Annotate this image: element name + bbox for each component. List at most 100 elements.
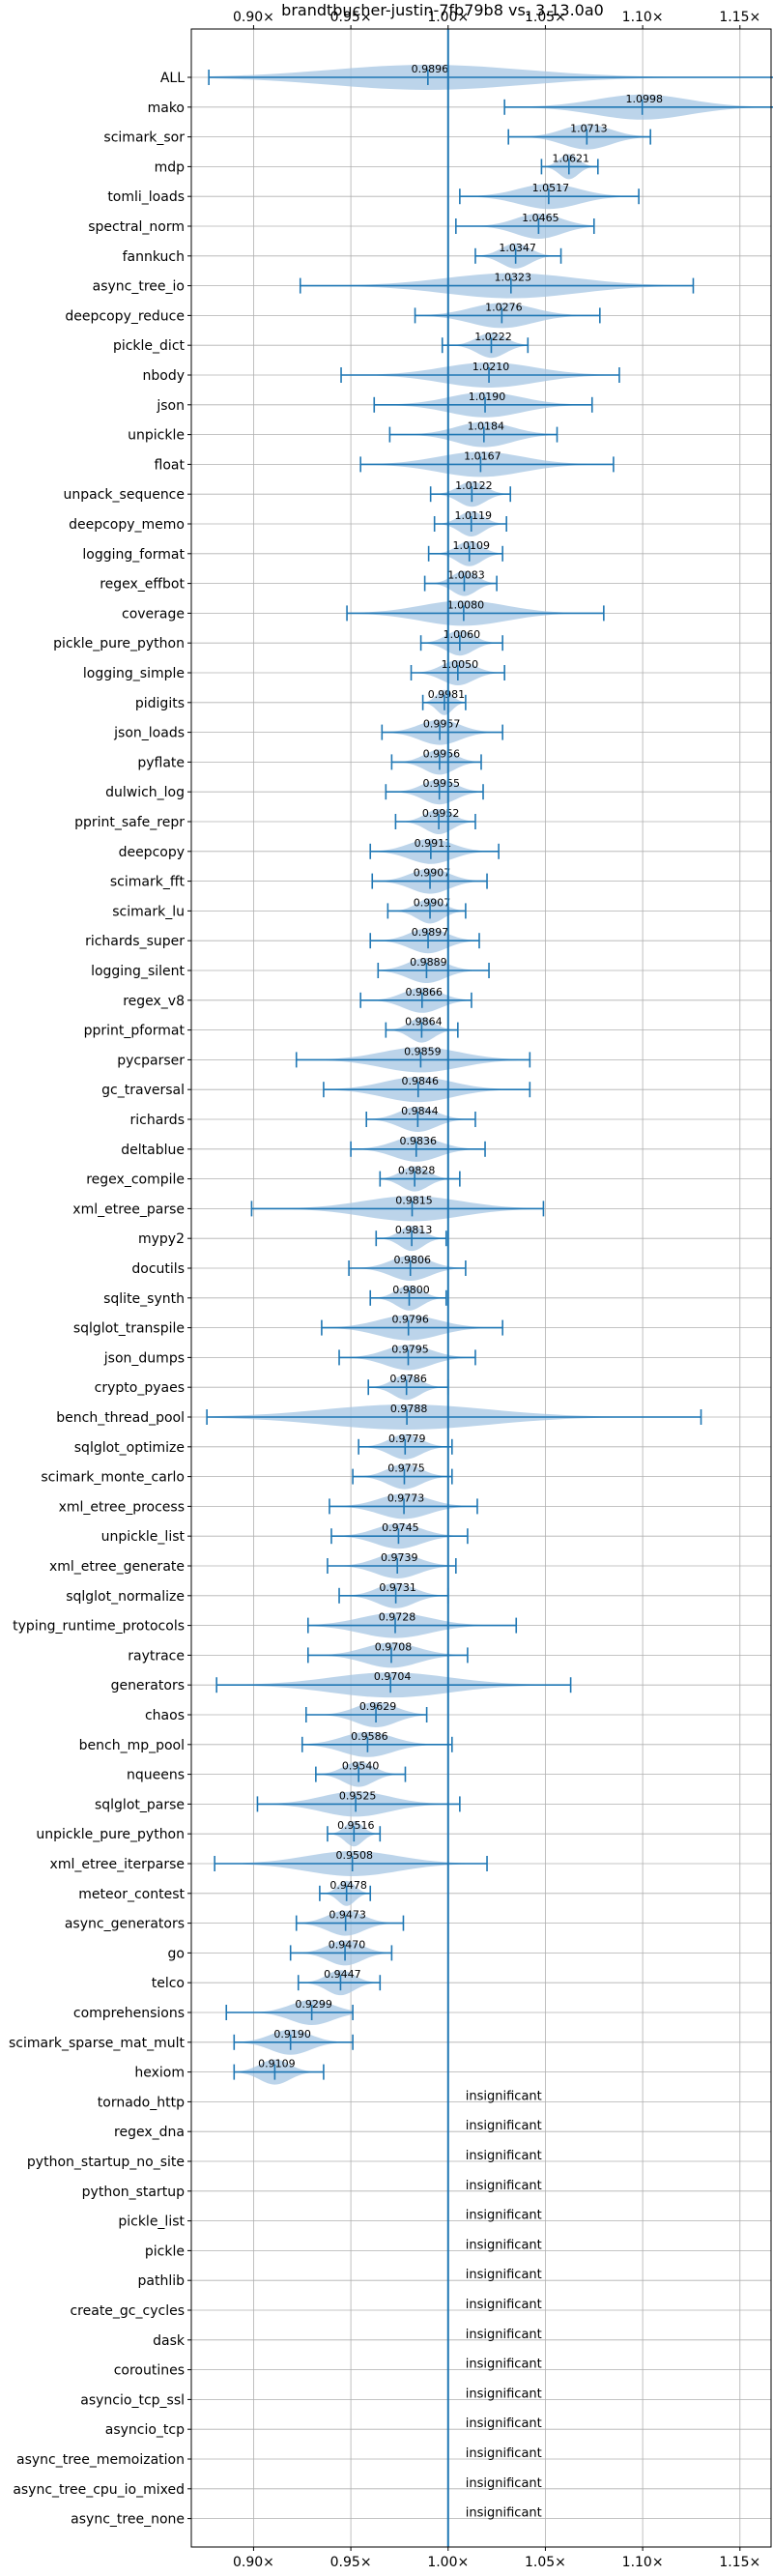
median-value-label: 0.9728 [379, 1611, 416, 1624]
y-tick-label: deepcopy_reduce [65, 308, 185, 324]
median-value-label: 0.9907 [414, 867, 451, 880]
y-tick-label: logging_silent [91, 964, 185, 979]
y-tick-label: telco [152, 1976, 185, 1991]
y-tick-label: pprint_safe_repr [74, 815, 185, 830]
insignificant-label: insignificant [466, 2387, 542, 2401]
y-tick-label: tornado_http [98, 2095, 185, 2110]
y-tick-label: spectral_norm [88, 219, 185, 235]
median-value-label: 0.9473 [329, 1909, 366, 1922]
y-tick-label: deepcopy_memo [69, 517, 185, 533]
median-value-label: 0.9828 [398, 1165, 436, 1177]
y-tick-label: dulwich_log [105, 785, 185, 800]
y-tick-label: pidigits [135, 696, 185, 711]
median-value-label: 1.0119 [454, 509, 492, 522]
median-value-label: 1.0713 [570, 123, 608, 135]
x-tick-label-bottom: 1.10× [622, 2555, 664, 2570]
y-tick-label: go [168, 1946, 185, 1961]
median-value-label: 0.9708 [375, 1640, 413, 1653]
y-tick-label: pickle_pure_python [53, 636, 185, 651]
median-value-label: 1.0122 [455, 479, 493, 492]
insignificant-label: insignificant [466, 2209, 542, 2223]
median-value-label: 0.9516 [337, 1819, 375, 1832]
y-tick-label: scimark_monte_carlo [41, 1470, 185, 1486]
y-tick-label: unpickle [128, 428, 185, 444]
y-tick-label: bench_thread_pool [56, 1410, 185, 1426]
median-value-label: 1.0184 [468, 420, 505, 433]
x-tick-label-top: 0.95× [330, 10, 372, 25]
median-value-label: 0.9704 [374, 1670, 412, 1683]
median-value-label: 0.9508 [335, 1849, 373, 1862]
x-tick-label-bottom: 0.90× [233, 2555, 274, 2570]
y-tick-label: bench_mp_pool [79, 1738, 185, 1753]
insignificant-label: insignificant [466, 2417, 542, 2431]
y-tick-label: chaos [145, 1708, 185, 1723]
x-tick-label-top: 1.05× [525, 10, 566, 25]
y-tick-label: hexiom [134, 2066, 185, 2081]
x-tick-label-top: 1.15× [719, 10, 760, 25]
y-tick-label: python_startup [82, 2185, 185, 2200]
median-value-label: 1.0050 [442, 658, 479, 671]
y-tick-label: regex_compile [86, 1172, 185, 1188]
median-value-label: 0.9478 [329, 1879, 367, 1892]
insignificant-label: insignificant [466, 2238, 542, 2252]
insignificant-label: insignificant [466, 2328, 542, 2342]
insignificant-label: insignificant [466, 2506, 542, 2521]
median-value-label: 1.0222 [474, 331, 512, 343]
median-value-label: 0.9907 [414, 896, 451, 909]
median-value-label: 0.9786 [389, 1373, 427, 1385]
median-value-label: 0.9745 [382, 1521, 419, 1534]
y-tick-label: pickle [145, 2243, 185, 2259]
median-value-label: 1.0190 [469, 391, 506, 403]
y-tick-label: float [155, 457, 186, 473]
median-value-label: 0.9815 [395, 1194, 433, 1206]
median-value-label: 0.9775 [387, 1462, 425, 1475]
median-value-label: 1.0210 [472, 361, 510, 373]
y-tick-label: mypy2 [138, 1231, 185, 1247]
y-tick-label: deepcopy [119, 845, 185, 860]
y-tick-label: logging_format [82, 547, 185, 563]
y-tick-label: async_tree_cpu_io_mixed [13, 2482, 185, 2498]
y-tick-label: xml_etree_process [59, 1499, 185, 1515]
median-value-label: 1.0080 [447, 598, 485, 611]
y-tick-label: pickle_dict [113, 338, 186, 354]
y-tick-label: json [156, 398, 185, 414]
y-tick-label: scimark_fft [110, 875, 186, 890]
median-value-label: 0.9911 [415, 837, 452, 850]
y-tick-label: unpickle_pure_python [36, 1827, 185, 1842]
y-tick-label: regex_v8 [123, 994, 185, 1009]
y-tick-label: asyncio_tcp [105, 2422, 185, 2438]
y-tick-label: gc_traversal [101, 1083, 185, 1098]
y-tick-label: raytrace [128, 1648, 185, 1664]
median-value-label: 1.0083 [447, 569, 485, 582]
median-value-label: 0.9889 [410, 956, 447, 969]
y-tick-label: python_startup_no_site [27, 2155, 185, 2170]
y-tick-label: crypto_pyaes [95, 1380, 185, 1396]
median-value-label: 0.9844 [401, 1105, 439, 1117]
x-tick-label-bottom: 1.00× [427, 2555, 469, 2570]
median-value-label: 1.0465 [522, 212, 559, 224]
insignificant-label: insignificant [466, 2119, 542, 2133]
median-value-label: 0.9795 [391, 1343, 429, 1355]
y-tick-label: asyncio_tcp_ssl [80, 2392, 185, 2408]
insignificant-label: insignificant [466, 2179, 542, 2193]
median-value-label: 0.9540 [342, 1760, 380, 1773]
median-value-label: 1.0621 [553, 152, 590, 164]
median-value-label: 0.9447 [324, 1968, 361, 1981]
y-tick-label: create_gc_cycles [70, 2303, 185, 2319]
y-tick-label: pprint_pformat [84, 1024, 186, 1039]
median-value-label: 0.9190 [273, 2028, 311, 2041]
median-value-label: 0.9788 [390, 1403, 428, 1415]
y-tick-label: ALL [160, 71, 185, 86]
y-tick-label: comprehensions [73, 2006, 185, 2021]
y-tick-label: scimark_lu [112, 904, 185, 919]
x-tick-label-bottom: 0.95× [330, 2555, 372, 2570]
y-tick-label: async_tree_memoization [16, 2452, 185, 2468]
y-tick-label: regex_dna [114, 2125, 185, 2140]
median-value-label: 0.9981 [428, 688, 466, 701]
y-tick-label: typing_runtime_protocols [13, 1619, 185, 1635]
median-value-label: 0.9739 [381, 1551, 418, 1564]
y-tick-label: sqlite_synth [103, 1291, 185, 1307]
y-tick-label: scimark_sparse_mat_mult [9, 2036, 185, 2051]
y-tick-label: json_dumps [103, 1350, 185, 1366]
